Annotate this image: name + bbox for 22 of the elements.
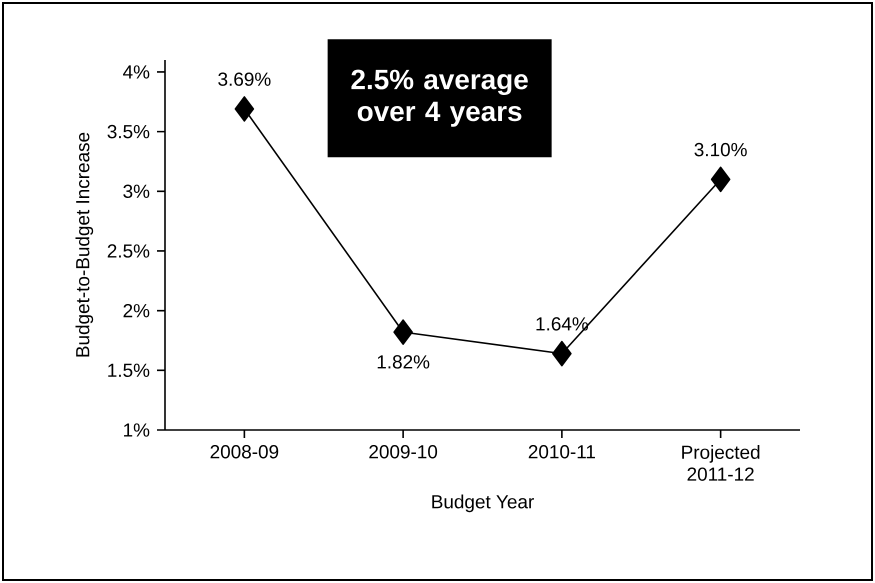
text: 1.82% [378,355,430,369]
y-tick-label: 2% [124,304,150,318]
y-tick-label: 4% [123,65,150,79]
y-tick-label: 3.5% [108,124,150,138]
x-axis-title: Budget Year [432,494,534,512]
x-tick-label: 2009-10 [369,445,438,458]
x-tick-label: Projected 2011-12 [682,445,760,481]
y-tick-label: 2.5% [108,244,150,258]
annotation: 2.5% average over 4 years [351,70,528,127]
point [393,319,413,345]
text: 1.64% [536,317,588,331]
y-tick-label: 3% [123,184,150,198]
text: 3.10% [694,142,747,156]
point [234,96,254,122]
point [552,340,572,366]
x-tick-label: 2008-09 [210,445,278,458]
x-tick-label: 2010-11 [528,445,595,458]
y-tick-label: 1.5% [108,364,150,377]
text: 3.69% [218,72,271,86]
y-tick-label: 1% [124,423,150,437]
point [710,166,730,192]
y-axis-title: Budget-to-Budget Increase [75,132,94,357]
